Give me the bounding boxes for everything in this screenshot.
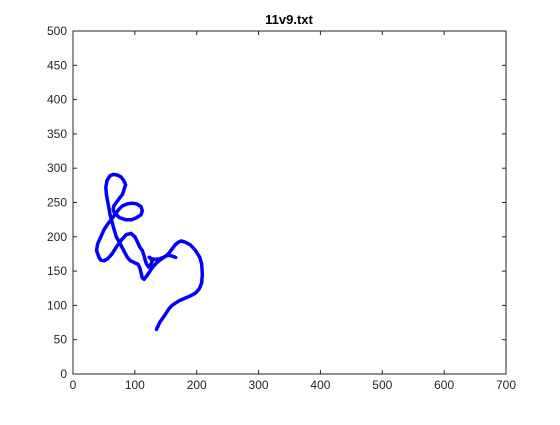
y-tick-label: 300 xyxy=(47,161,67,175)
y-tick-label: 50 xyxy=(54,333,68,347)
x-tick-label: 500 xyxy=(372,378,392,392)
x-tick-label: 200 xyxy=(187,378,207,392)
y-tick-label: 500 xyxy=(47,24,67,38)
x-tick-label: 600 xyxy=(434,378,454,392)
chart-title: 11v9.txt xyxy=(265,12,313,27)
y-tick-label: 250 xyxy=(47,196,67,210)
y-tick-label: 0 xyxy=(60,367,67,381)
y-tick-label: 200 xyxy=(47,230,67,244)
x-tick-label: 700 xyxy=(496,378,516,392)
y-tick-label: 150 xyxy=(47,264,67,278)
x-tick-label: 100 xyxy=(125,378,145,392)
x-tick-label: 300 xyxy=(249,378,269,392)
y-tick-label: 450 xyxy=(47,58,67,72)
y-tick-label: 400 xyxy=(47,93,67,107)
y-tick-label: 350 xyxy=(47,127,67,141)
x-tick-label: 400 xyxy=(310,378,330,392)
plot-area xyxy=(73,31,506,374)
x-tick-label: 0 xyxy=(70,378,77,392)
y-tick-label: 100 xyxy=(47,298,67,312)
